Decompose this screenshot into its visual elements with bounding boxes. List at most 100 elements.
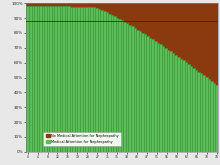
- Bar: [116, 18, 118, 152]
- Bar: [75, 7, 77, 152]
- Bar: [88, 7, 90, 152]
- Bar: [134, 28, 136, 152]
- Bar: [139, 3, 141, 152]
- Bar: [77, 3, 80, 152]
- Bar: [128, 25, 131, 152]
- Bar: [205, 77, 208, 152]
- Bar: [31, 3, 34, 152]
- Bar: [154, 3, 157, 152]
- Bar: [52, 6, 55, 152]
- Bar: [164, 48, 167, 152]
- Bar: [103, 11, 106, 152]
- Bar: [197, 72, 200, 152]
- Bar: [215, 3, 218, 152]
- Bar: [144, 3, 146, 152]
- Bar: [80, 7, 82, 152]
- Bar: [215, 85, 218, 152]
- Bar: [190, 66, 192, 152]
- Bar: [37, 3, 39, 152]
- Bar: [29, 3, 31, 152]
- Bar: [169, 3, 172, 152]
- Bar: [174, 3, 177, 152]
- Bar: [67, 3, 70, 152]
- Bar: [103, 3, 106, 152]
- Bar: [88, 3, 90, 152]
- Bar: [123, 3, 126, 152]
- Bar: [154, 41, 157, 152]
- Bar: [42, 3, 44, 152]
- Bar: [39, 6, 42, 152]
- Bar: [121, 3, 123, 152]
- Bar: [34, 6, 37, 152]
- Bar: [213, 83, 215, 152]
- Bar: [39, 3, 42, 152]
- Bar: [55, 3, 57, 152]
- Bar: [85, 3, 88, 152]
- Bar: [159, 3, 162, 152]
- Bar: [113, 3, 116, 152]
- Bar: [47, 6, 49, 152]
- Bar: [90, 7, 93, 152]
- Bar: [57, 6, 60, 152]
- Bar: [67, 6, 70, 152]
- Bar: [111, 3, 113, 152]
- Bar: [187, 3, 190, 152]
- Bar: [200, 3, 202, 152]
- Bar: [172, 53, 174, 152]
- Bar: [213, 3, 215, 152]
- Bar: [55, 6, 57, 152]
- Bar: [121, 20, 123, 152]
- Bar: [131, 3, 134, 152]
- Bar: [118, 19, 121, 152]
- Bar: [182, 60, 185, 152]
- Bar: [149, 3, 151, 152]
- Bar: [118, 3, 121, 152]
- Bar: [57, 3, 60, 152]
- Bar: [100, 3, 103, 152]
- Bar: [98, 3, 100, 152]
- Bar: [113, 16, 116, 152]
- Bar: [197, 3, 200, 152]
- Bar: [31, 6, 34, 152]
- Bar: [202, 75, 205, 152]
- Bar: [131, 26, 134, 152]
- Bar: [169, 51, 172, 152]
- Bar: [208, 79, 210, 152]
- Bar: [157, 3, 159, 152]
- Bar: [162, 46, 164, 152]
- Bar: [136, 3, 139, 152]
- Bar: [177, 3, 180, 152]
- Bar: [106, 3, 108, 152]
- Bar: [95, 8, 98, 152]
- Bar: [200, 73, 202, 152]
- Bar: [167, 50, 169, 152]
- Bar: [180, 59, 182, 152]
- Bar: [26, 5, 29, 152]
- Bar: [49, 6, 52, 152]
- Bar: [62, 6, 65, 152]
- Bar: [72, 3, 75, 152]
- Bar: [116, 3, 118, 152]
- Bar: [34, 3, 37, 152]
- Bar: [180, 3, 182, 152]
- Bar: [26, 3, 29, 152]
- Bar: [123, 22, 126, 152]
- Bar: [75, 3, 77, 152]
- Bar: [190, 3, 192, 152]
- Bar: [195, 70, 197, 152]
- Bar: [29, 6, 31, 152]
- Bar: [134, 3, 136, 152]
- Bar: [95, 3, 98, 152]
- Bar: [185, 3, 187, 152]
- Bar: [82, 7, 85, 152]
- Bar: [72, 7, 75, 152]
- Bar: [151, 3, 154, 152]
- Bar: [126, 23, 128, 152]
- Bar: [202, 3, 205, 152]
- Bar: [93, 3, 95, 152]
- Bar: [139, 31, 141, 152]
- Bar: [141, 33, 144, 152]
- Bar: [174, 55, 177, 152]
- Bar: [208, 3, 210, 152]
- Bar: [90, 3, 93, 152]
